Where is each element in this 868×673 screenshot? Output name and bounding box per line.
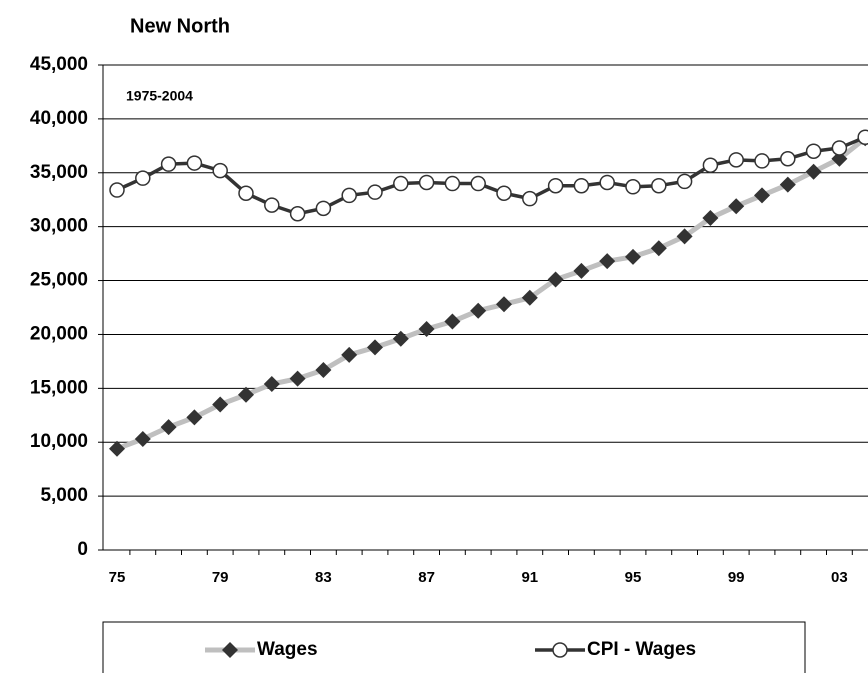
marker [238,386,254,403]
y-tick-label: 20,000 [30,323,88,344]
marker [547,177,564,194]
legend-label: CPI - Wages [587,639,696,660]
marker [238,185,254,202]
x-tick-label: 03 [831,569,848,586]
marker [754,153,770,169]
x-tick-label: 79 [212,569,229,586]
marker [264,197,280,213]
y-tick-label: 25,000 [30,270,88,291]
marker [470,302,487,319]
x-tick-label: 91 [521,569,538,586]
marker [109,440,125,457]
x-tick-label: 87 [418,569,435,586]
legend-marker [222,642,238,658]
marker [702,157,719,173]
marker [135,170,151,186]
marker [573,262,590,279]
y-tick-label: 15,000 [30,377,88,398]
marker [212,162,228,179]
marker [780,151,796,167]
marker [109,182,125,198]
marker [470,175,486,192]
y-tick-label: 0 [77,539,88,560]
marker [392,330,409,347]
y-tick-label: 5,000 [40,485,88,506]
marker [160,419,177,436]
marker [728,198,745,215]
marker [289,370,306,387]
marker [521,289,538,306]
marker [418,174,435,191]
x-tick-label: 75 [109,569,126,586]
marker [341,346,358,363]
marker [779,176,796,193]
marker [289,205,306,222]
marker [315,200,332,217]
marker [702,210,719,227]
marker [754,187,770,204]
marker [573,177,590,194]
legend-label: Wages [257,639,318,660]
marker [676,173,693,190]
marker [186,409,203,426]
marker [857,129,868,145]
marker [418,321,435,338]
marker [444,313,461,330]
legend-marker [552,642,568,658]
marker [728,152,744,168]
y-tick-label: 10,000 [30,431,88,452]
y-tick-label: 30,000 [30,216,88,237]
marker [341,187,357,204]
marker [186,155,203,171]
marker [367,339,383,356]
series-line [116,136,867,452]
marker [496,185,512,202]
x-tick-label: 99 [728,569,745,586]
marker [805,143,822,159]
marker [651,177,667,194]
marker [444,175,461,192]
series-line [116,135,866,216]
marker [393,175,409,192]
marker [831,150,848,167]
y-tick-label: 40,000 [30,108,88,129]
marker [676,228,693,245]
marker [599,253,616,270]
marker [650,240,667,257]
marker [599,174,615,191]
marker [263,376,280,393]
y-tick-label: 35,000 [30,162,88,183]
marker [625,179,641,195]
marker [625,248,641,265]
marker [212,396,229,413]
marker [805,163,822,180]
marker [315,362,332,379]
marker [367,184,383,200]
x-tick-label: 95 [625,569,642,586]
marker [134,430,151,447]
chart-title: New North [130,15,230,37]
marker [522,190,538,207]
x-tick-label: 83 [315,569,332,586]
marker [160,156,177,172]
annotation: 1975-2004 [126,88,193,104]
y-tick-label: 45,000 [30,54,88,75]
marker [547,271,564,288]
marker [831,140,848,156]
marker [496,296,512,313]
